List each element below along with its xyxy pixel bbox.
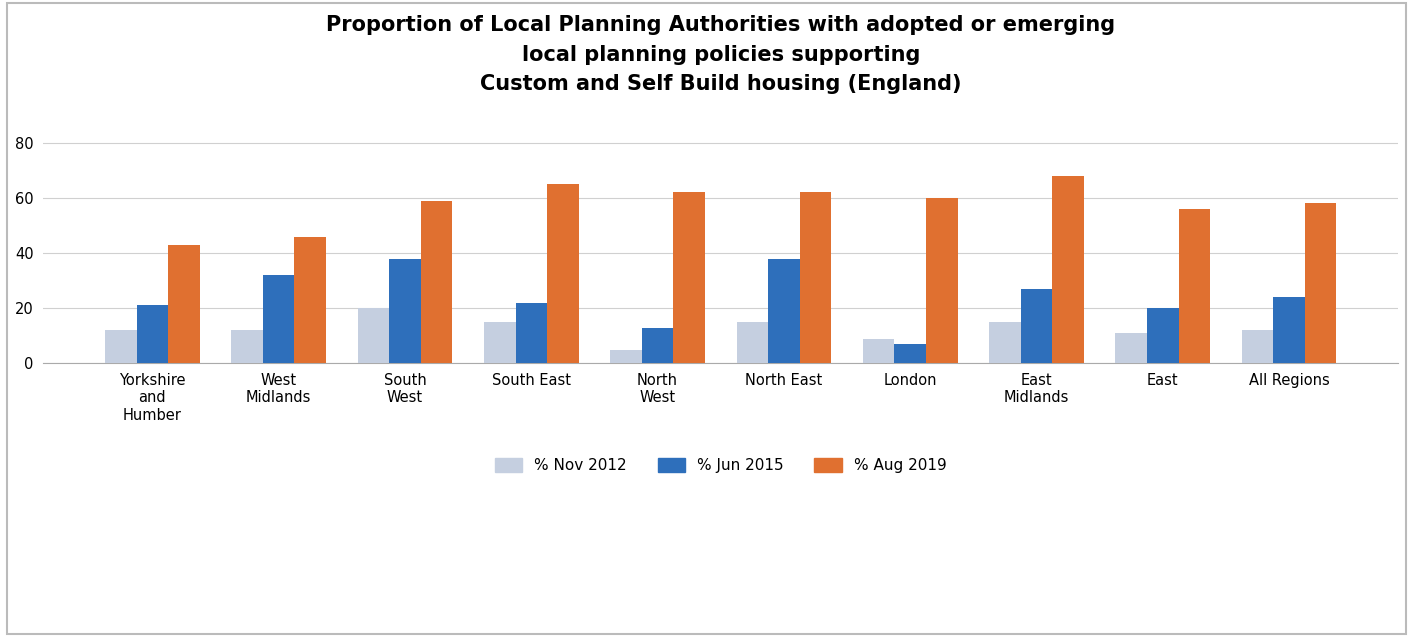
Bar — [547, 184, 579, 363]
Bar — [137, 306, 168, 363]
Bar — [1273, 297, 1304, 363]
Bar — [421, 201, 452, 363]
Bar — [389, 259, 421, 363]
Bar — [800, 192, 831, 363]
Bar — [483, 322, 516, 363]
Bar — [357, 308, 389, 363]
Bar — [610, 350, 642, 363]
Bar — [1053, 176, 1084, 363]
Bar — [926, 198, 958, 363]
Bar — [516, 303, 547, 363]
Bar — [894, 344, 926, 363]
Bar — [863, 338, 894, 363]
Bar — [1115, 333, 1147, 363]
Bar — [263, 275, 294, 363]
Bar — [1178, 209, 1210, 363]
Bar — [1242, 330, 1273, 363]
Bar — [105, 330, 137, 363]
Bar — [674, 192, 705, 363]
Bar — [294, 236, 326, 363]
Bar — [989, 322, 1020, 363]
Legend: % Nov 2012, % Jun 2015, % Aug 2019: % Nov 2012, % Jun 2015, % Aug 2019 — [487, 450, 955, 481]
Bar — [1304, 203, 1337, 363]
Bar — [1147, 308, 1178, 363]
Bar — [736, 322, 769, 363]
Bar — [642, 327, 674, 363]
Title: Proportion of Local Planning Authorities with adopted or emerging
local planning: Proportion of Local Planning Authorities… — [326, 15, 1115, 94]
Bar — [1020, 289, 1053, 363]
Bar — [232, 330, 263, 363]
Bar — [769, 259, 800, 363]
Bar — [168, 245, 199, 363]
